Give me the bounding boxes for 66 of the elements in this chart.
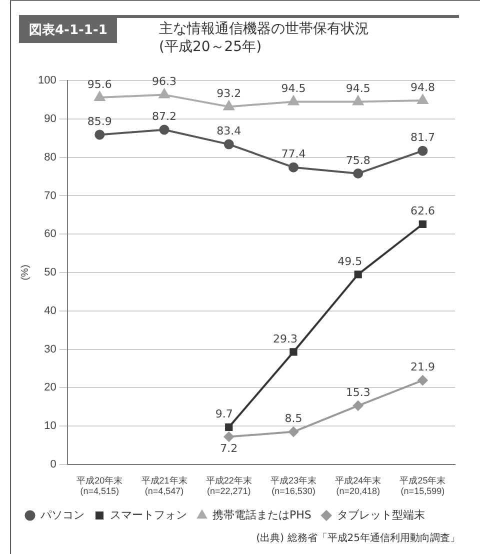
point [418, 375, 428, 386]
data-label: 7.2 [220, 442, 238, 456]
y-tick-label: 0 [50, 458, 56, 470]
point [158, 88, 170, 98]
y-tick-label: 80 [44, 151, 56, 164]
point [352, 96, 364, 106]
legend-label: パソコン [40, 508, 84, 522]
data-label: 29.3 [272, 332, 298, 346]
y-tick-label: 50 [44, 266, 56, 279]
data-label: 49.5 [338, 254, 362, 268]
point [288, 162, 298, 172]
point [290, 348, 298, 356]
data-label: 81.7 [410, 131, 435, 144]
data-label: 21.9 [410, 360, 435, 374]
point [353, 168, 364, 178]
data-label: 85.9 [87, 115, 112, 128]
data-label: 75.8 [346, 154, 370, 167]
legend-label: スマートフォン [110, 508, 187, 522]
x-tick-label: 平成21年末 (n=4,547) [141, 475, 188, 496]
y-axis-title: (%) [20, 264, 31, 280]
y-tick-label: 30 [44, 343, 56, 356]
x-tick-label: 平成25年末 (n=15,599) [400, 475, 446, 496]
point [418, 146, 428, 156]
data-label: 93.2 [216, 87, 242, 100]
point [224, 432, 234, 442]
data-label: 96.3 [152, 75, 177, 88]
point [224, 100, 234, 110]
text: (出典) 総務省「平成25年通信利用動向調査」 [256, 532, 460, 545]
legend-label: タブレット型端末 [336, 508, 425, 522]
data-label: 94.5 [281, 82, 306, 96]
data-label: 8.5 [284, 412, 302, 426]
legend-label: 携帯電話またはPHS [212, 508, 312, 522]
y-tick-label: 40 [44, 304, 56, 317]
y-tick-label: 10 [44, 420, 56, 432]
x-tick-label: 平成23年末 (n=16,530) [270, 475, 316, 496]
point [353, 400, 364, 411]
data-label: 87.2 [152, 110, 177, 124]
x-tick-label: 平成20年末 (n=4,515) [76, 475, 123, 496]
point [94, 91, 105, 101]
point [224, 139, 234, 150]
chart-subtitle: (平成20～25年) [159, 38, 263, 56]
point [418, 220, 427, 228]
y-tick-label: 20 [44, 382, 56, 394]
data-label: 15.3 [346, 386, 370, 400]
data-label: 95.6 [87, 78, 112, 91]
point [354, 270, 362, 278]
y-tick-label: 90 [44, 113, 56, 126]
data-label: 62.6 [410, 204, 435, 218]
y-tick-label: 70 [44, 190, 56, 202]
text: 図表4-1-1-1 [19, 18, 118, 43]
y-tick-label: 100 [38, 74, 56, 87]
x-tick-label: 平成22年末 (n=22,271) [206, 475, 252, 496]
point [288, 96, 299, 106]
data-label: 94.8 [410, 80, 435, 94]
data-label: 83.4 [216, 124, 242, 138]
point [288, 426, 298, 437]
data-label: 94.5 [346, 82, 370, 96]
chart-title: 主な情報通信機器の世帯保有状況 [159, 20, 369, 38]
x-tick-label: 平成24年末 (n=20,418) [335, 475, 382, 496]
point [225, 423, 233, 431]
point [94, 130, 105, 140]
y-tick-label: 60 [44, 228, 56, 240]
data-label: 77.4 [281, 148, 306, 161]
point [159, 124, 170, 135]
data-label: 9.7 [215, 408, 233, 421]
point [417, 94, 428, 104]
